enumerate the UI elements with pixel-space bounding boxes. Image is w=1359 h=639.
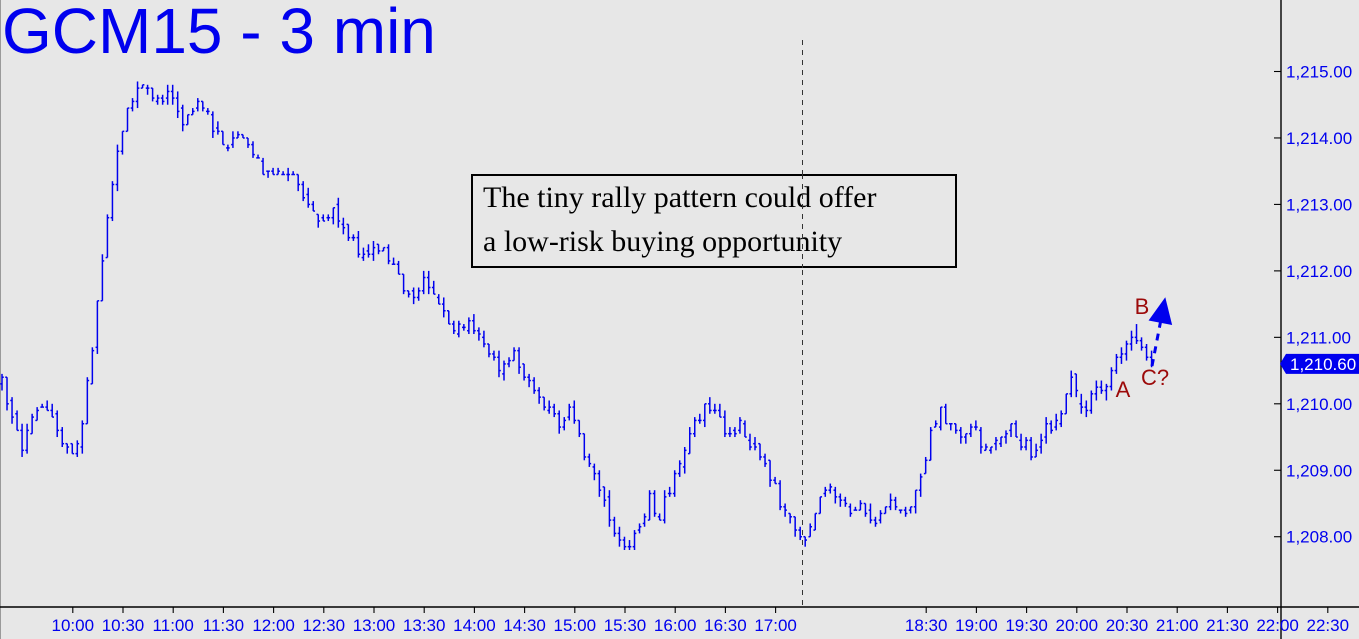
svg-text:16:00: 16:00: [654, 616, 697, 635]
svg-text:13:00: 13:00: [353, 616, 396, 635]
svg-text:20:30: 20:30: [1106, 616, 1149, 635]
svg-text:10:00: 10:00: [52, 616, 95, 635]
svg-text:21:30: 21:30: [1206, 616, 1249, 635]
svg-text:1,210.60: 1,210.60: [1290, 355, 1356, 374]
svg-text:17:00: 17:00: [754, 616, 797, 635]
svg-text:22:00: 22:00: [1256, 616, 1299, 635]
svg-text:15:00: 15:00: [554, 616, 597, 635]
svg-text:1,213.00: 1,213.00: [1286, 195, 1352, 214]
svg-text:19:00: 19:00: [955, 616, 998, 635]
svg-text:12:00: 12:00: [252, 616, 295, 635]
svg-text:1,210.00: 1,210.00: [1286, 395, 1352, 414]
svg-text:1,215.00: 1,215.00: [1286, 63, 1352, 82]
svg-text:1,208.00: 1,208.00: [1286, 528, 1352, 547]
svg-text:14:00: 14:00: [453, 616, 496, 635]
svg-text:1,212.00: 1,212.00: [1286, 262, 1352, 281]
svg-text:11:30: 11:30: [203, 616, 244, 635]
svg-text:22:30: 22:30: [1307, 616, 1350, 635]
svg-text:18:30: 18:30: [905, 616, 948, 635]
svg-text:B: B: [1135, 294, 1150, 319]
svg-text:1,209.00: 1,209.00: [1286, 461, 1352, 480]
svg-text:12:30: 12:30: [303, 616, 346, 635]
svg-text:A: A: [1116, 377, 1131, 402]
svg-text:15:30: 15:30: [604, 616, 647, 635]
svg-text:1,211.00: 1,211.00: [1286, 328, 1351, 347]
svg-text:19:30: 19:30: [1005, 616, 1048, 635]
svg-text:16:30: 16:30: [704, 616, 747, 635]
svg-text:C?: C?: [1141, 365, 1169, 390]
svg-text:11:00: 11:00: [153, 616, 194, 635]
svg-text:21:00: 21:00: [1156, 616, 1199, 635]
svg-text:1,214.00: 1,214.00: [1286, 129, 1352, 148]
svg-text:10:30: 10:30: [102, 616, 145, 635]
svg-text:20:00: 20:00: [1056, 616, 1099, 635]
svg-text:13:30: 13:30: [403, 616, 446, 635]
svg-text:14:30: 14:30: [503, 616, 546, 635]
